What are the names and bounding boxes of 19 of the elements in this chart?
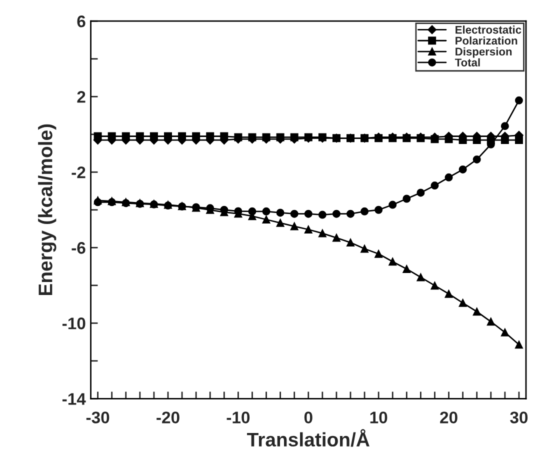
x-tick-label: -30 [86,412,110,424]
y-tick-label: 2 [77,91,86,103]
x-axis-title: Translation/Å [247,429,370,447]
y-tick-label: 6 [77,16,86,28]
x-tick-label: 10 [370,412,388,424]
x-tick-label: -10 [226,412,250,424]
legend-label: Polarization [456,36,518,45]
x-tick-label: 0 [304,412,312,424]
y-tick-label: -6 [72,242,86,254]
x-tick-label: -20 [156,412,180,424]
y-axis-title: Energy (kcal/mole) [38,124,56,296]
y-tick-label: -2 [72,166,86,178]
y-tick-label: -14 [62,393,86,405]
legend-label: Dispersion [456,47,512,58]
y-tick-label: -10 [62,318,86,330]
legend-label: Total [454,58,480,66]
x-tick-label: 30 [510,412,528,424]
x-tick-label: 20 [440,412,458,424]
legend-label: Electrostatic [456,26,522,34]
